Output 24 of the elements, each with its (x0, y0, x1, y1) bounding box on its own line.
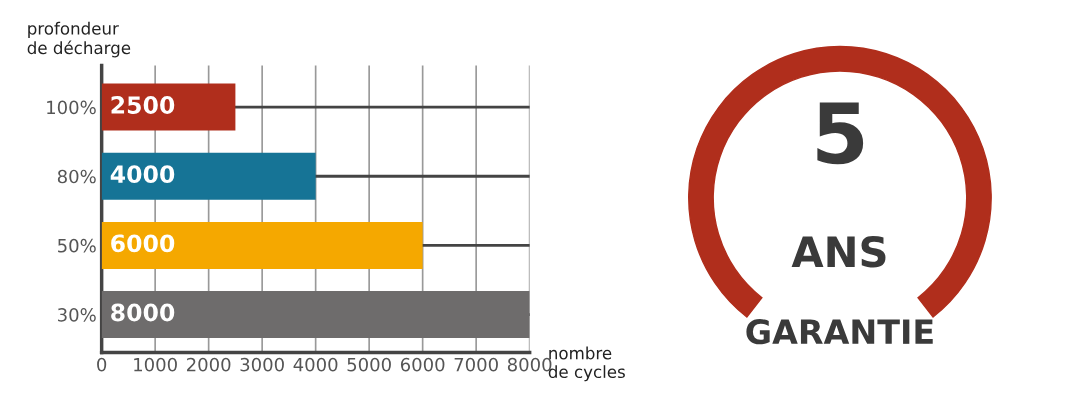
data-label: 4000 (110, 165, 175, 184)
data-label: 2500 (111, 96, 175, 114)
x-tick-label: 6000 (400, 357, 445, 372)
x-tick-label: 4000 (293, 357, 338, 372)
x-tick-label: 7000 (454, 357, 498, 372)
x-tick-label: 0 (97, 357, 107, 372)
text: GARANTIE (746, 319, 933, 345)
bar (101, 152, 316, 200)
data-label: 6000 (111, 234, 175, 253)
bar (101, 221, 423, 269)
x-tick-label: 2000 (187, 357, 231, 372)
text: 5 (817, 102, 864, 165)
x-tick-label: 1000 (134, 357, 177, 372)
data-label: 8000 (111, 303, 175, 322)
text: ANS (791, 235, 886, 268)
y-tick-label: 50% (58, 238, 96, 253)
y-tick-label: 80% (57, 169, 96, 184)
x-tick-label: 3000 (240, 357, 284, 372)
bar (101, 83, 236, 131)
x-tick-label: 5000 (347, 357, 391, 372)
y-tick-label: 100% (47, 100, 96, 115)
y-tick-label: 30% (58, 308, 96, 322)
bar (101, 291, 530, 339)
y-axis-title: profondeur de décharge (27, 21, 131, 58)
